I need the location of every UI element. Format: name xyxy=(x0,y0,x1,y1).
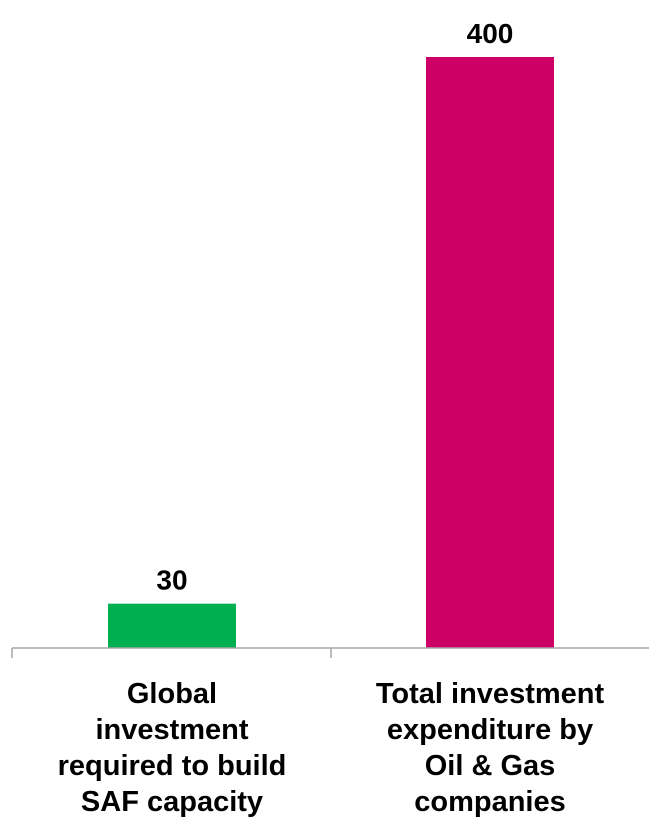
bars-layer xyxy=(108,57,554,648)
data-labels-layer: 30 400 xyxy=(156,18,513,596)
x-axis xyxy=(11,647,649,658)
category-label-line: Oil & Gas xyxy=(424,750,556,782)
category-label-line: SAF capacity xyxy=(80,786,264,818)
category-label-1: Global investment required to build SAF cap… xyxy=(22,676,322,820)
category-label-line: Total investment xyxy=(375,678,605,710)
category-label-line: companies xyxy=(414,786,566,818)
data-label-2: 400 xyxy=(467,18,514,49)
category-label-line: expenditure by xyxy=(386,714,594,746)
category-label-line: Global xyxy=(126,678,218,710)
category-label-line: required to build xyxy=(57,750,287,782)
bar-1 xyxy=(108,603,236,648)
category-label-2: Total investment expenditure by Oil & Gas c… xyxy=(340,676,640,820)
bar-2 xyxy=(426,57,554,648)
category-label-line: investment xyxy=(95,714,249,746)
data-label-1: 30 xyxy=(156,565,187,596)
